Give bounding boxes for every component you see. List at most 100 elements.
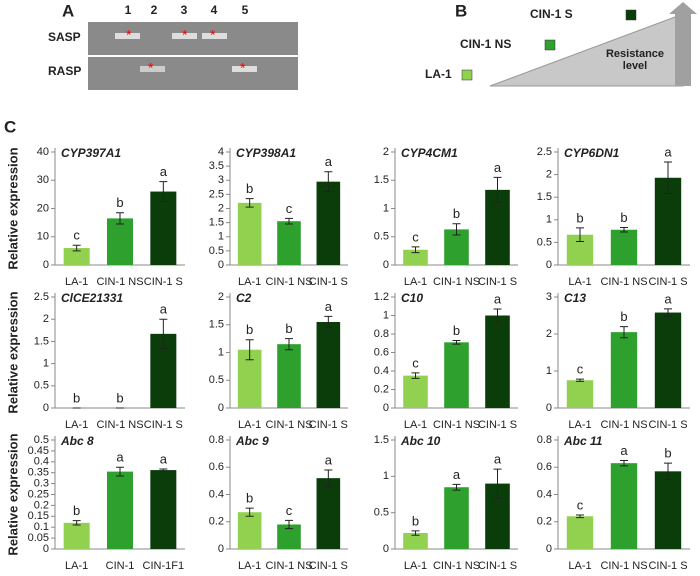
significance-label: b [73, 503, 80, 518]
error-bar [285, 217, 293, 225]
error-bar [116, 212, 124, 225]
x-tick-label: CIN-1 S [309, 276, 348, 288]
x-tick-label: CIN-1 NS [265, 419, 312, 431]
significance-label: a [664, 144, 672, 159]
lane-label: 4 [211, 3, 218, 17]
y-tick-label: 0.5 [34, 434, 49, 446]
significance-label: b [620, 309, 627, 324]
y-tick-label: 0.5 [209, 374, 224, 386]
y-axis-label: Relative expression [5, 291, 20, 413]
y-tick-label: 1.2 [374, 291, 389, 303]
bar [277, 344, 301, 408]
bar [610, 229, 638, 265]
bar [610, 463, 638, 549]
y-tick-label: 0 [218, 402, 224, 414]
error-bar [72, 520, 81, 526]
error-bar [452, 339, 461, 345]
y-tick-label: 0 [383, 543, 389, 555]
x-tick-label: LA-1 [65, 276, 88, 288]
y-tick-label: 0.5 [209, 245, 224, 257]
bar [237, 512, 262, 549]
x-tick-label: LA-1 [65, 560, 88, 572]
level-swatch [461, 69, 473, 81]
y-tick-label: 1 [218, 346, 224, 358]
significance-label: b [246, 322, 253, 337]
bar [277, 221, 301, 265]
error-bar [493, 176, 502, 203]
bar [316, 181, 341, 265]
bar [316, 478, 341, 549]
y-tick-label: 0.1 [34, 521, 49, 533]
star: * [148, 60, 154, 76]
error-bar [576, 378, 584, 382]
chart-title: C2 [236, 291, 252, 305]
error-bar [72, 244, 81, 252]
bar [237, 202, 262, 265]
y-tick-label: 1 [383, 309, 389, 321]
y-tick-label: 1.5 [209, 217, 224, 229]
significance-label: b [620, 210, 627, 225]
x-tick-label: CIN-1 NS [265, 276, 312, 288]
error-bar [411, 372, 420, 379]
bar [150, 470, 177, 549]
x-tick-label: LA-1 [404, 560, 427, 572]
x-tick-label: CIN-1 NS [600, 419, 647, 431]
y-axis-label: Relative expression [5, 433, 20, 555]
bar [316, 321, 341, 408]
error-bar [620, 226, 628, 233]
bar [403, 533, 428, 549]
bar [485, 315, 510, 408]
bar [277, 524, 301, 549]
y-tick-label: 0.5 [374, 231, 389, 243]
significance-label: b [664, 446, 671, 461]
y-tick-label: 10 [37, 231, 49, 243]
lane-label: 2 [151, 3, 158, 17]
level-label: LA-1 [425, 67, 452, 81]
y-tick-label: 0 [43, 259, 49, 271]
y-tick-label: 0 [383, 259, 389, 271]
significance-label: b [285, 321, 292, 336]
y-tick-label: 1 [383, 470, 389, 482]
error-bar [576, 514, 584, 519]
y-tick-label: 0.8 [209, 434, 224, 446]
error-bar [116, 466, 124, 477]
x-tick-label: LA-1 [404, 276, 427, 288]
y-tick-label: 1 [546, 365, 552, 377]
error-bar [664, 462, 672, 481]
significance-label: a [160, 164, 168, 179]
significance-label: a [494, 291, 502, 306]
y-tick-label: 4 [218, 146, 224, 158]
bar [150, 191, 177, 265]
error-bar [452, 223, 461, 236]
y-tick-label: 2 [383, 146, 389, 158]
significance-label: c [577, 497, 584, 512]
bar [654, 471, 682, 549]
lane-label: 3 [181, 3, 188, 17]
bar [403, 375, 428, 408]
bar [107, 471, 133, 549]
y-tick-label: 20 [37, 202, 49, 214]
x-tick-label: LA-1 [238, 419, 261, 431]
error-bar [159, 181, 168, 202]
y-tick-label: 0 [43, 543, 49, 555]
y-tick-label: 0.8 [537, 434, 552, 446]
bar [566, 380, 594, 408]
y-tick-label: 0.6 [537, 461, 552, 473]
y-tick-label: 0 [546, 259, 552, 271]
x-tick-label: CIN-1 NS [96, 419, 143, 431]
significance-label: a [453, 467, 461, 482]
significance-label: a [160, 302, 168, 317]
x-tick-label: LA-1 [238, 560, 261, 572]
y-tick-label: 0.2 [34, 499, 49, 511]
chart-title: Abc 10 [400, 434, 441, 448]
panel-label: B [455, 1, 467, 20]
significance-label: b [246, 491, 253, 506]
lane-label: 5 [242, 3, 249, 17]
arrow-label-box: Resistance level [606, 48, 664, 72]
y-tick-label: 0.2 [537, 516, 552, 528]
y-tick-label: 0.45 [28, 445, 49, 457]
y-tick-label: 40 [37, 146, 49, 158]
y-tick-label: 2 [43, 313, 49, 325]
bar [610, 332, 638, 408]
bar [107, 218, 133, 265]
